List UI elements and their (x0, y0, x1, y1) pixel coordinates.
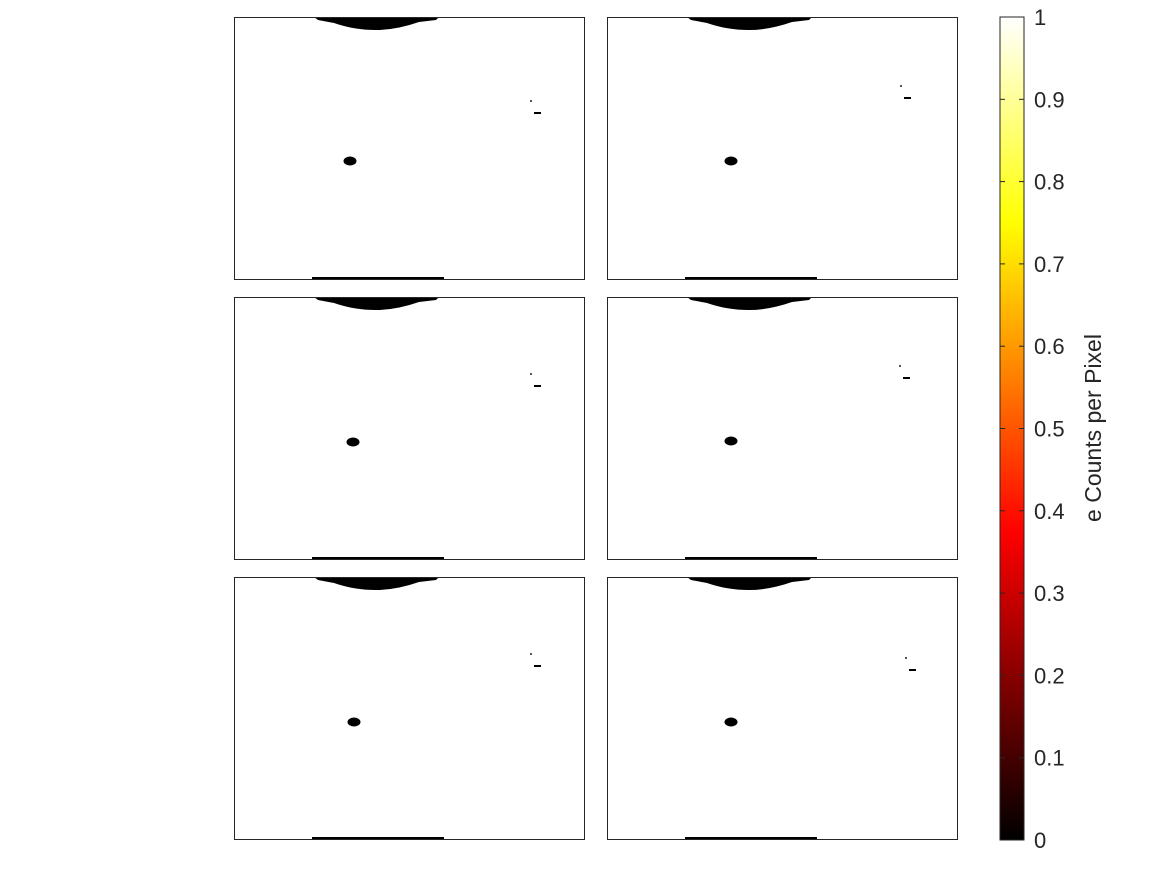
panel-background (234, 577, 584, 839)
colorbar-tick-label: 0.4 (1034, 499, 1065, 524)
speck (534, 112, 541, 114)
panel-background (234, 297, 584, 559)
bottom-edge-strip (685, 557, 817, 559)
image-panel-r2c2 (607, 297, 958, 560)
panel-background (607, 17, 957, 279)
colorbar-tick-label: 0 (1034, 828, 1046, 853)
colorbar-ticks: 0 0.1 0.2 0.3 0.4 0.5 0.6 0.7 0.8 0.9 1 (1000, 5, 1065, 853)
image-panel-r3c1 (234, 577, 585, 840)
speck (909, 669, 916, 671)
colorbar-tick-label: 1 (1034, 5, 1046, 30)
dark-spot (347, 717, 361, 727)
image-panel-r3c2 (607, 577, 958, 840)
speck (530, 373, 532, 375)
colorbar-tick-label: 0.3 (1034, 581, 1065, 606)
dark-spot (724, 436, 738, 446)
panel-frame (234, 297, 585, 560)
colorbar-tick-label: 0.5 (1034, 417, 1065, 442)
image-panel-r1c1 (234, 17, 585, 280)
speck (899, 365, 901, 367)
image-panel-r2c1 (234, 297, 585, 560)
bottom-edge-strip (312, 557, 444, 559)
speck (534, 385, 541, 387)
panel-frame (234, 17, 585, 280)
speck (903, 377, 910, 379)
speck (530, 100, 532, 102)
dark-spot (724, 717, 738, 727)
colorbar-tick-label: 0.7 (1034, 252, 1065, 277)
bottom-edge-strip (685, 277, 817, 279)
image-panels (234, 17, 958, 840)
top-edge-arc (687, 297, 812, 310)
panel-frame (607, 17, 958, 280)
panel-background (607, 297, 957, 559)
top-edge-arc (314, 297, 439, 310)
colorbar-tick-label: 0.2 (1034, 663, 1065, 688)
panel-frame (607, 297, 958, 560)
top-edge-arc (687, 17, 812, 30)
speck (904, 97, 911, 99)
colorbar-tick-label: 0.9 (1034, 87, 1065, 112)
colorbar-label: e Counts per Pixel (1080, 334, 1106, 522)
panel-background (607, 577, 957, 839)
colorbar: 0 0.1 0.2 0.3 0.4 0.5 0.6 0.7 0.8 0.9 1 e Counts p… (999, 5, 1106, 853)
speck (530, 653, 532, 655)
bottom-edge-strip (312, 277, 444, 279)
top-edge-arc (314, 17, 439, 30)
image-panel-r1c2 (607, 17, 958, 280)
colorbar-tick-label: 0.8 (1034, 170, 1065, 195)
dark-spot (343, 156, 357, 166)
panel-frame (234, 577, 585, 840)
colorbar-tick-label: 0.6 (1034, 334, 1065, 359)
bottom-edge-strip (312, 837, 444, 839)
panel-frame (607, 577, 958, 840)
bottom-edge-strip (685, 837, 817, 839)
speck (905, 657, 907, 659)
top-edge-arc (314, 577, 439, 590)
panel-background (234, 17, 584, 279)
dark-spot (346, 437, 360, 447)
speck (534, 665, 541, 667)
dark-spot (724, 156, 738, 166)
top-edge-arc (687, 577, 812, 590)
colorbar-tick-label: 0.1 (1034, 746, 1065, 771)
speck (900, 85, 902, 87)
